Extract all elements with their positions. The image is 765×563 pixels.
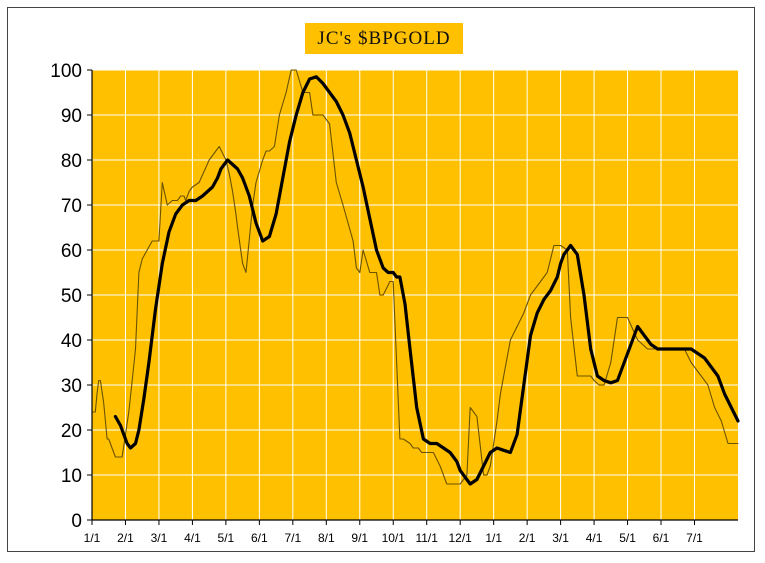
raw-series-line: [91, 69, 739, 485]
x-tick-label: 1/1: [84, 531, 101, 545]
x-tick-label: 9/1: [351, 531, 368, 545]
y-tick-label: 30: [61, 376, 82, 397]
x-tick-label: 4/1: [586, 531, 603, 545]
y-tick-label: 0: [71, 511, 82, 532]
x-tick-label: 2/1: [519, 531, 536, 545]
x-tick-label: 5/1: [218, 531, 235, 545]
y-tick-label: 90: [61, 106, 82, 127]
x-tick-label: 7/1: [284, 531, 301, 545]
x-tick-label: 12/1: [449, 531, 473, 545]
y-tick-label: 10: [61, 466, 82, 487]
x-tick-label: 3/1: [151, 531, 168, 545]
x-tick-label: 5/1: [619, 531, 636, 545]
y-axis-tick-labels: 0 10 20 30 40 50 60 70 80 90 100: [50, 61, 82, 532]
x-tick-label: 2/1: [117, 531, 134, 545]
y-tick-label: 100: [50, 61, 82, 82]
x-tick-label: 11/1: [415, 531, 438, 545]
x-tick-label: 4/1: [184, 531, 201, 545]
y-tick-label: 20: [61, 421, 82, 442]
x-tick-label: 6/1: [653, 531, 670, 545]
smoothed-series-line: [113, 75, 740, 486]
axes: [87, 69, 738, 525]
x-tick-label: 1/1: [485, 531, 502, 545]
x-tick-label: 7/1: [686, 531, 703, 545]
x-tick-label: 3/1: [552, 531, 569, 545]
series-layer: [91, 69, 740, 486]
y-tick-label: 50: [61, 286, 82, 307]
chart-title: JC's $BPGOLD: [305, 23, 463, 54]
gridlines: [92, 69, 738, 520]
x-tick-label: 6/1: [251, 531, 268, 545]
y-tick-label: 40: [61, 331, 82, 352]
y-tick-label: 70: [61, 196, 82, 217]
x-tick-label: 10/1: [382, 531, 406, 545]
y-tick-label: 80: [61, 151, 82, 172]
y-tick-label: 60: [61, 241, 82, 262]
x-tick-label: 8/1: [318, 531, 335, 545]
x-axis-tick-labels: 1/1 2/1 3/1 4/1 5/1 6/1 7/1 8/1 9/1 10/1 11/1 12/1 1…: [84, 531, 703, 545]
